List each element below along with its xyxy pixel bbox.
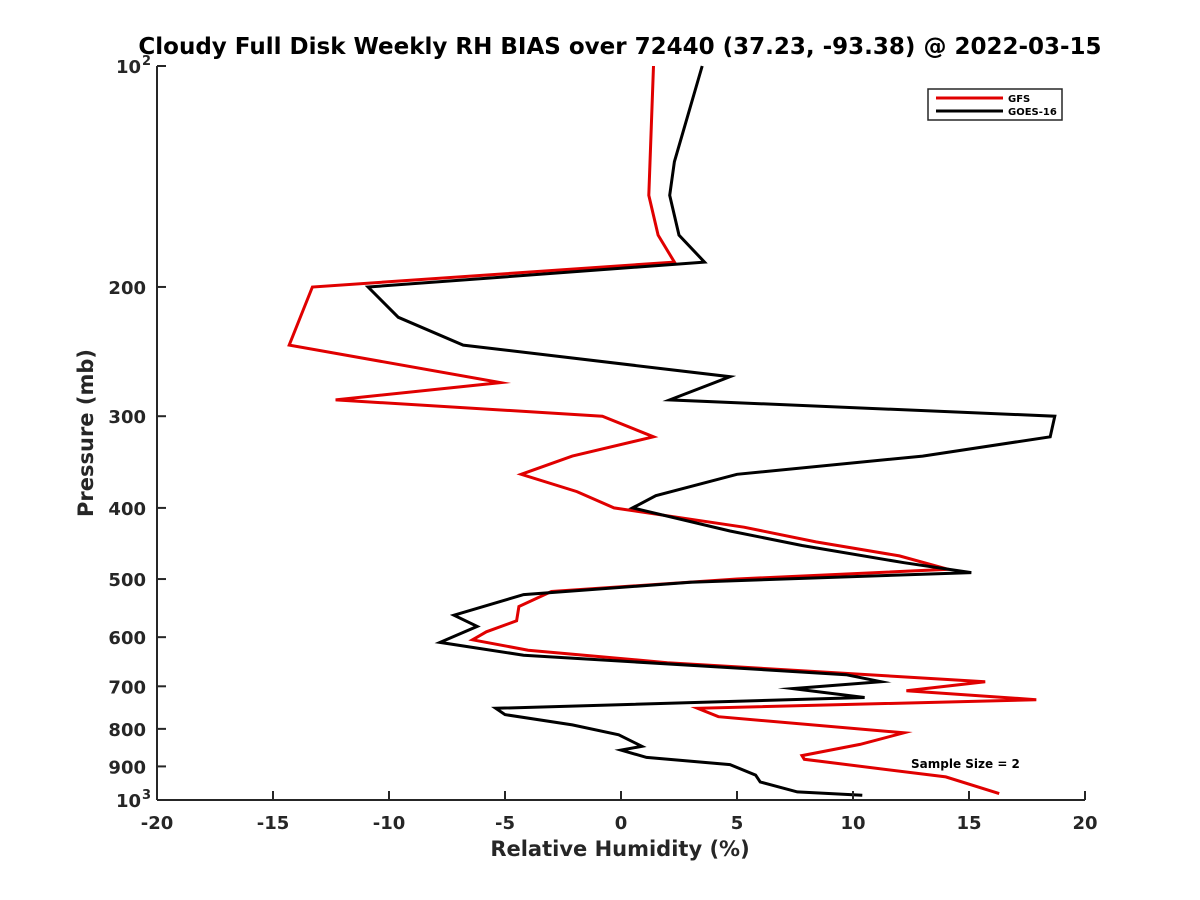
y-axis-label: Pressure (mb) [74, 349, 98, 517]
y-tick-label: 200 [108, 278, 146, 299]
sample-size-annotation: Sample Size = 2 [911, 757, 1020, 771]
plot-area [157, 66, 1085, 800]
y-tick-label: 10 [116, 791, 141, 812]
legend: GFS GOES-16 [927, 88, 1063, 121]
x-tick-label: -15 [257, 813, 290, 834]
legend-entry: GOES-16 [1008, 107, 1057, 118]
y-tick-label: 800 [108, 720, 146, 741]
x-tick-label: 20 [1072, 813, 1097, 834]
y-tick-label: 900 [108, 757, 146, 778]
x-axis-ticks: -20 -15 -10 -5 0 5 10 15 20 [141, 791, 1098, 834]
series-line-goes-16 [364, 65, 1057, 797]
y-tick-label: 700 [108, 677, 146, 698]
annotations: Sample Size = 2 [911, 757, 1020, 771]
legend-entry: GFS [1008, 94, 1030, 105]
legend-box [927, 88, 1063, 121]
y-tick-label: 300 [108, 407, 146, 428]
series-line-gfs [287, 65, 1037, 796]
x-axis-label: Relative Humidity (%) [490, 837, 749, 861]
x-tick-label: 5 [731, 813, 744, 834]
x-tick-label: 10 [840, 813, 865, 834]
y-tick-label: 500 [108, 570, 146, 591]
series-layer [287, 65, 1057, 797]
x-tick-label: 0 [615, 813, 628, 834]
y-tick-label: 600 [108, 628, 146, 649]
y-tick-exponent: 3 [142, 788, 151, 803]
y-tick-exponent: 2 [142, 54, 151, 69]
y-tick-label: 400 [108, 499, 146, 520]
x-tick-label: -5 [495, 813, 515, 834]
y-tick-label: 10 [116, 57, 141, 78]
chart-title: Cloudy Full Disk Weekly RH BIAS over 724… [138, 34, 1101, 60]
x-tick-label: -10 [373, 813, 406, 834]
x-tick-label: 15 [956, 813, 981, 834]
x-tick-label: -20 [141, 813, 174, 834]
